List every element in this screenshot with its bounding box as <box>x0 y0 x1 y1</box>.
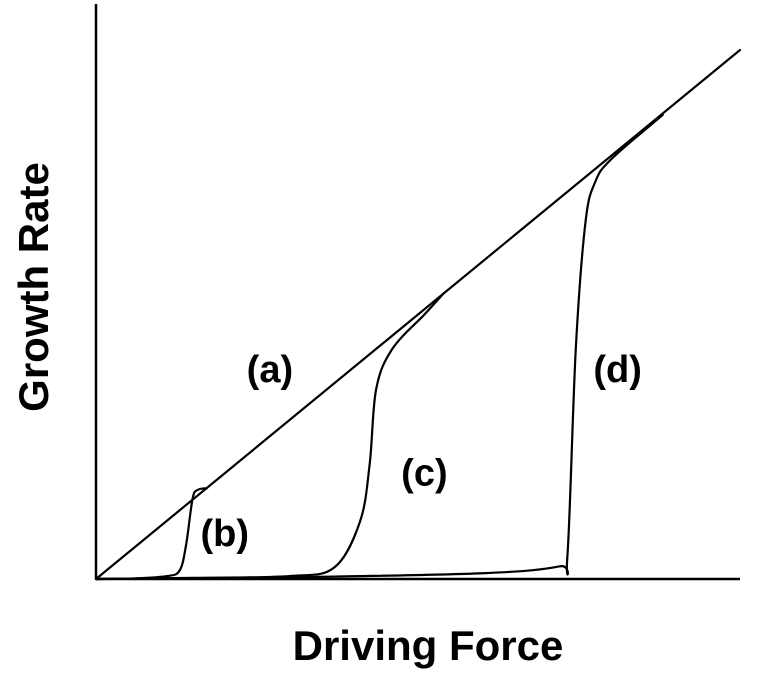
y-axis-title: Growth Rate <box>10 162 57 412</box>
x-axis-title: Driving Force <box>293 622 564 669</box>
curve-label-a: (a) <box>247 349 293 391</box>
series-layer <box>94 48 742 581</box>
series-line-a <box>94 48 742 581</box>
curve-label-c: (c) <box>401 453 447 495</box>
series-line-d <box>94 113 664 581</box>
label-layer: (a) (b) (c) (d) <box>201 349 642 555</box>
curve-label-b: (b) <box>201 513 250 555</box>
curve-label-d: (d) <box>593 349 642 391</box>
